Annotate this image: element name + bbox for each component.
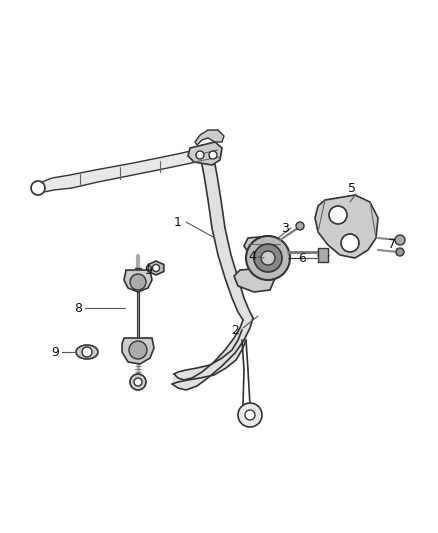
Polygon shape bbox=[148, 261, 164, 275]
Circle shape bbox=[82, 347, 92, 357]
Circle shape bbox=[296, 222, 304, 230]
Polygon shape bbox=[172, 330, 246, 384]
Polygon shape bbox=[315, 195, 378, 258]
Circle shape bbox=[329, 206, 347, 224]
Circle shape bbox=[246, 236, 290, 280]
Circle shape bbox=[245, 410, 255, 420]
Polygon shape bbox=[188, 142, 222, 165]
Polygon shape bbox=[124, 270, 152, 292]
Circle shape bbox=[254, 244, 282, 272]
Circle shape bbox=[209, 151, 217, 159]
Circle shape bbox=[129, 341, 147, 359]
Text: 9: 9 bbox=[51, 345, 59, 359]
Polygon shape bbox=[38, 150, 200, 192]
Text: 2: 2 bbox=[231, 324, 239, 336]
Text: 9: 9 bbox=[144, 263, 152, 277]
Text: 4: 4 bbox=[248, 251, 256, 263]
Polygon shape bbox=[122, 338, 154, 364]
Text: 1: 1 bbox=[174, 215, 182, 229]
Polygon shape bbox=[318, 248, 328, 262]
Circle shape bbox=[196, 151, 204, 159]
Circle shape bbox=[130, 374, 146, 390]
Polygon shape bbox=[234, 268, 276, 292]
Circle shape bbox=[130, 274, 146, 290]
Circle shape bbox=[31, 181, 45, 195]
Text: 6: 6 bbox=[298, 252, 306, 264]
Text: 3: 3 bbox=[281, 222, 289, 235]
Polygon shape bbox=[195, 130, 224, 145]
Polygon shape bbox=[198, 148, 253, 320]
Circle shape bbox=[261, 251, 275, 265]
Text: 5: 5 bbox=[348, 182, 356, 195]
Circle shape bbox=[134, 378, 142, 386]
Ellipse shape bbox=[76, 345, 98, 359]
Circle shape bbox=[395, 235, 405, 245]
Polygon shape bbox=[244, 236, 282, 254]
Circle shape bbox=[238, 403, 262, 427]
Circle shape bbox=[152, 264, 159, 271]
Text: 7: 7 bbox=[388, 238, 396, 252]
Text: 8: 8 bbox=[74, 302, 82, 314]
Circle shape bbox=[341, 234, 359, 252]
Polygon shape bbox=[172, 318, 253, 390]
Circle shape bbox=[396, 248, 404, 256]
